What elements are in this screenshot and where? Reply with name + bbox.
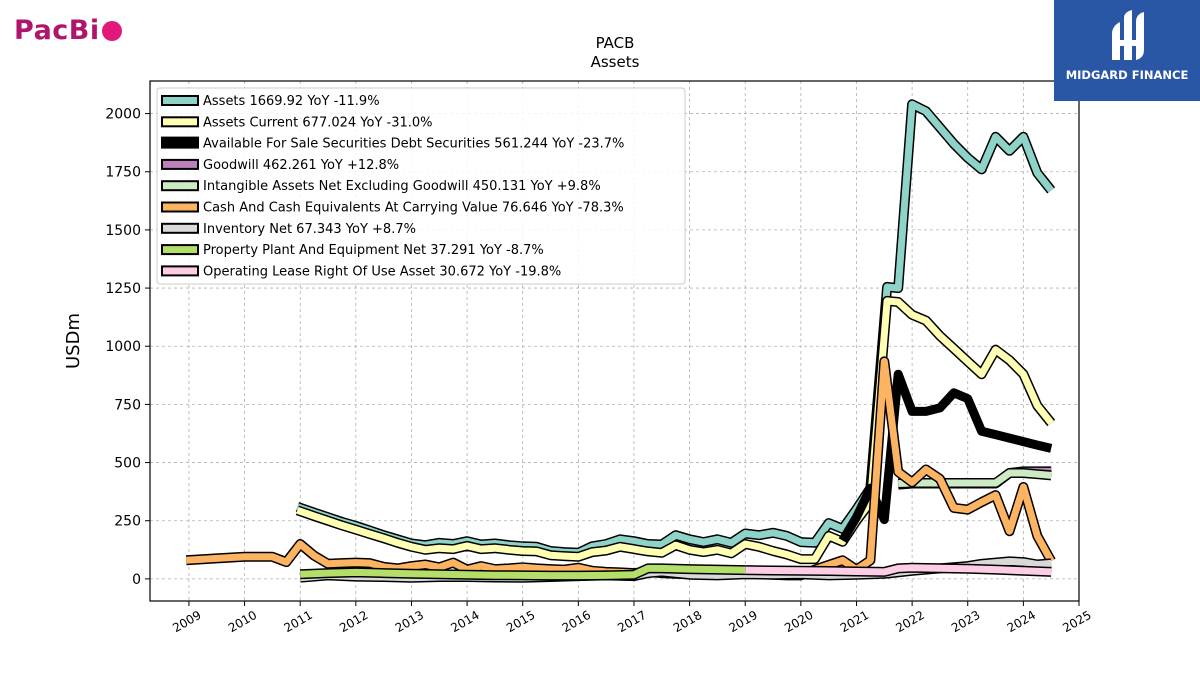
legend: Assets 1669.92 YoY -11.9% Assets Current …: [156, 87, 686, 285]
x-tick-label: 2013: [393, 608, 426, 635]
series-line: [745, 564, 1052, 576]
y-tick-label: 1250: [105, 281, 141, 297]
series-7: [300, 563, 746, 581]
x-tick-label: 2018: [671, 608, 704, 635]
series-8: [745, 562, 1052, 577]
midgard-finance-logo: MIDGARD FINANCE: [1054, 0, 1200, 101]
legend-box: [156, 87, 686, 285]
legend-entry-6: Inventory Net 67.343 YoY +8.7%: [161, 222, 416, 237]
y-axis-label: USDm: [63, 313, 84, 369]
legend-entry-0: Assets 1669.92 YoY -11.9%: [161, 94, 380, 109]
midgard-logo-text: MIDGARD FINANCE: [1065, 68, 1189, 82]
legend-label: Intangible Assets Net Excluding Goodwill…: [203, 179, 601, 194]
x-tick-label: 2016: [560, 608, 593, 635]
legend-swatch: [161, 136, 199, 149]
y-tick-label: 2000: [105, 107, 141, 123]
y-tick-label: 0: [132, 572, 141, 588]
series-line: [296, 297, 1054, 563]
legend-label: Available For Sale Securities Debt Secur…: [203, 137, 624, 152]
x-tick-label: 2009: [170, 608, 203, 635]
x-tick-label: 2010: [226, 608, 259, 635]
series-layer: [185, 99, 1056, 583]
x-tick-label: 2025: [1060, 608, 1093, 635]
x-tick-label: 2021: [838, 608, 871, 635]
pacbio-logo-dot: [101, 21, 122, 41]
x-tick-label: 2015: [504, 608, 537, 635]
series-line: [898, 469, 1052, 487]
legend-entry-5: Cash And Cash Equivalents At Carrying Va…: [161, 201, 624, 216]
x-tick-label: 2014: [448, 608, 481, 635]
y-tick-label: 500: [114, 456, 141, 472]
y-tick-label: 1500: [105, 223, 141, 239]
legend-label: Assets Current 677.024 YoY -31.0%: [203, 115, 433, 130]
legend-swatch: [161, 95, 199, 106]
legend-label: Goodwill 462.261 YoY +12.8%: [203, 158, 399, 173]
y-tick-label: 1000: [105, 339, 141, 355]
x-tick-label: 2011: [281, 608, 314, 635]
chart-subtitle: Assets: [591, 53, 640, 71]
legend-swatch: [161, 116, 199, 128]
chart-title: PACB: [596, 34, 635, 52]
series-1: [295, 295, 1056, 565]
legend-entry-2: Available For Sale Securities Debt Secur…: [161, 136, 624, 152]
x-tick-label: 2023: [949, 608, 982, 635]
legend-entry-7: Property Plant And Equipment Net 37.291 …: [161, 243, 544, 258]
plot-frame: [149, 80, 1080, 602]
legend-swatch: [161, 244, 199, 256]
legend-swatch: [161, 222, 199, 234]
pacbio-logo-text: PacBi: [14, 14, 100, 46]
y-tick-label: 250: [114, 514, 141, 530]
series-line: [300, 564, 746, 580]
y-tick-label: 750: [114, 397, 141, 413]
x-tick-label: 2020: [782, 608, 815, 635]
legend-entry-4: Intangible Assets Net Excluding Goodwill…: [161, 179, 601, 194]
legend-label: Inventory Net 67.343 YoY +8.7%: [203, 222, 416, 237]
midgard-emblem-icon: [1112, 10, 1144, 60]
legend-label: Cash And Cash Equivalents At Carrying Va…: [203, 201, 624, 216]
legend-entry-3: Goodwill 462.261 YoY +12.8%: [161, 158, 399, 173]
x-tick-label: 2012: [337, 608, 370, 635]
legend-label: Property Plant And Equipment Net 37.291 …: [203, 243, 544, 258]
y-tick-label: 1750: [105, 165, 141, 181]
x-tick-label: 2019: [727, 608, 760, 635]
series-4: [898, 468, 1052, 489]
pacbio-logo: PacBi: [14, 10, 122, 50]
legend-swatch: [161, 201, 199, 213]
legend-swatch: [161, 180, 199, 192]
legend-swatch: [161, 158, 199, 170]
legend-label: Assets 1669.92 YoY -11.9%: [203, 94, 380, 109]
x-tick-label: 2017: [615, 608, 648, 635]
legend-entry-1: Assets Current 677.024 YoY -31.0%: [161, 115, 433, 130]
legend-entry-8: Operating Lease Right Of Use Asset 30.67…: [161, 264, 561, 279]
legend-label: Operating Lease Right Of Use Asset 30.67…: [203, 264, 561, 279]
legend-swatch: [161, 265, 199, 277]
x-tick-label: 2022: [893, 608, 926, 635]
x-tick-label: 2024: [1005, 608, 1038, 635]
